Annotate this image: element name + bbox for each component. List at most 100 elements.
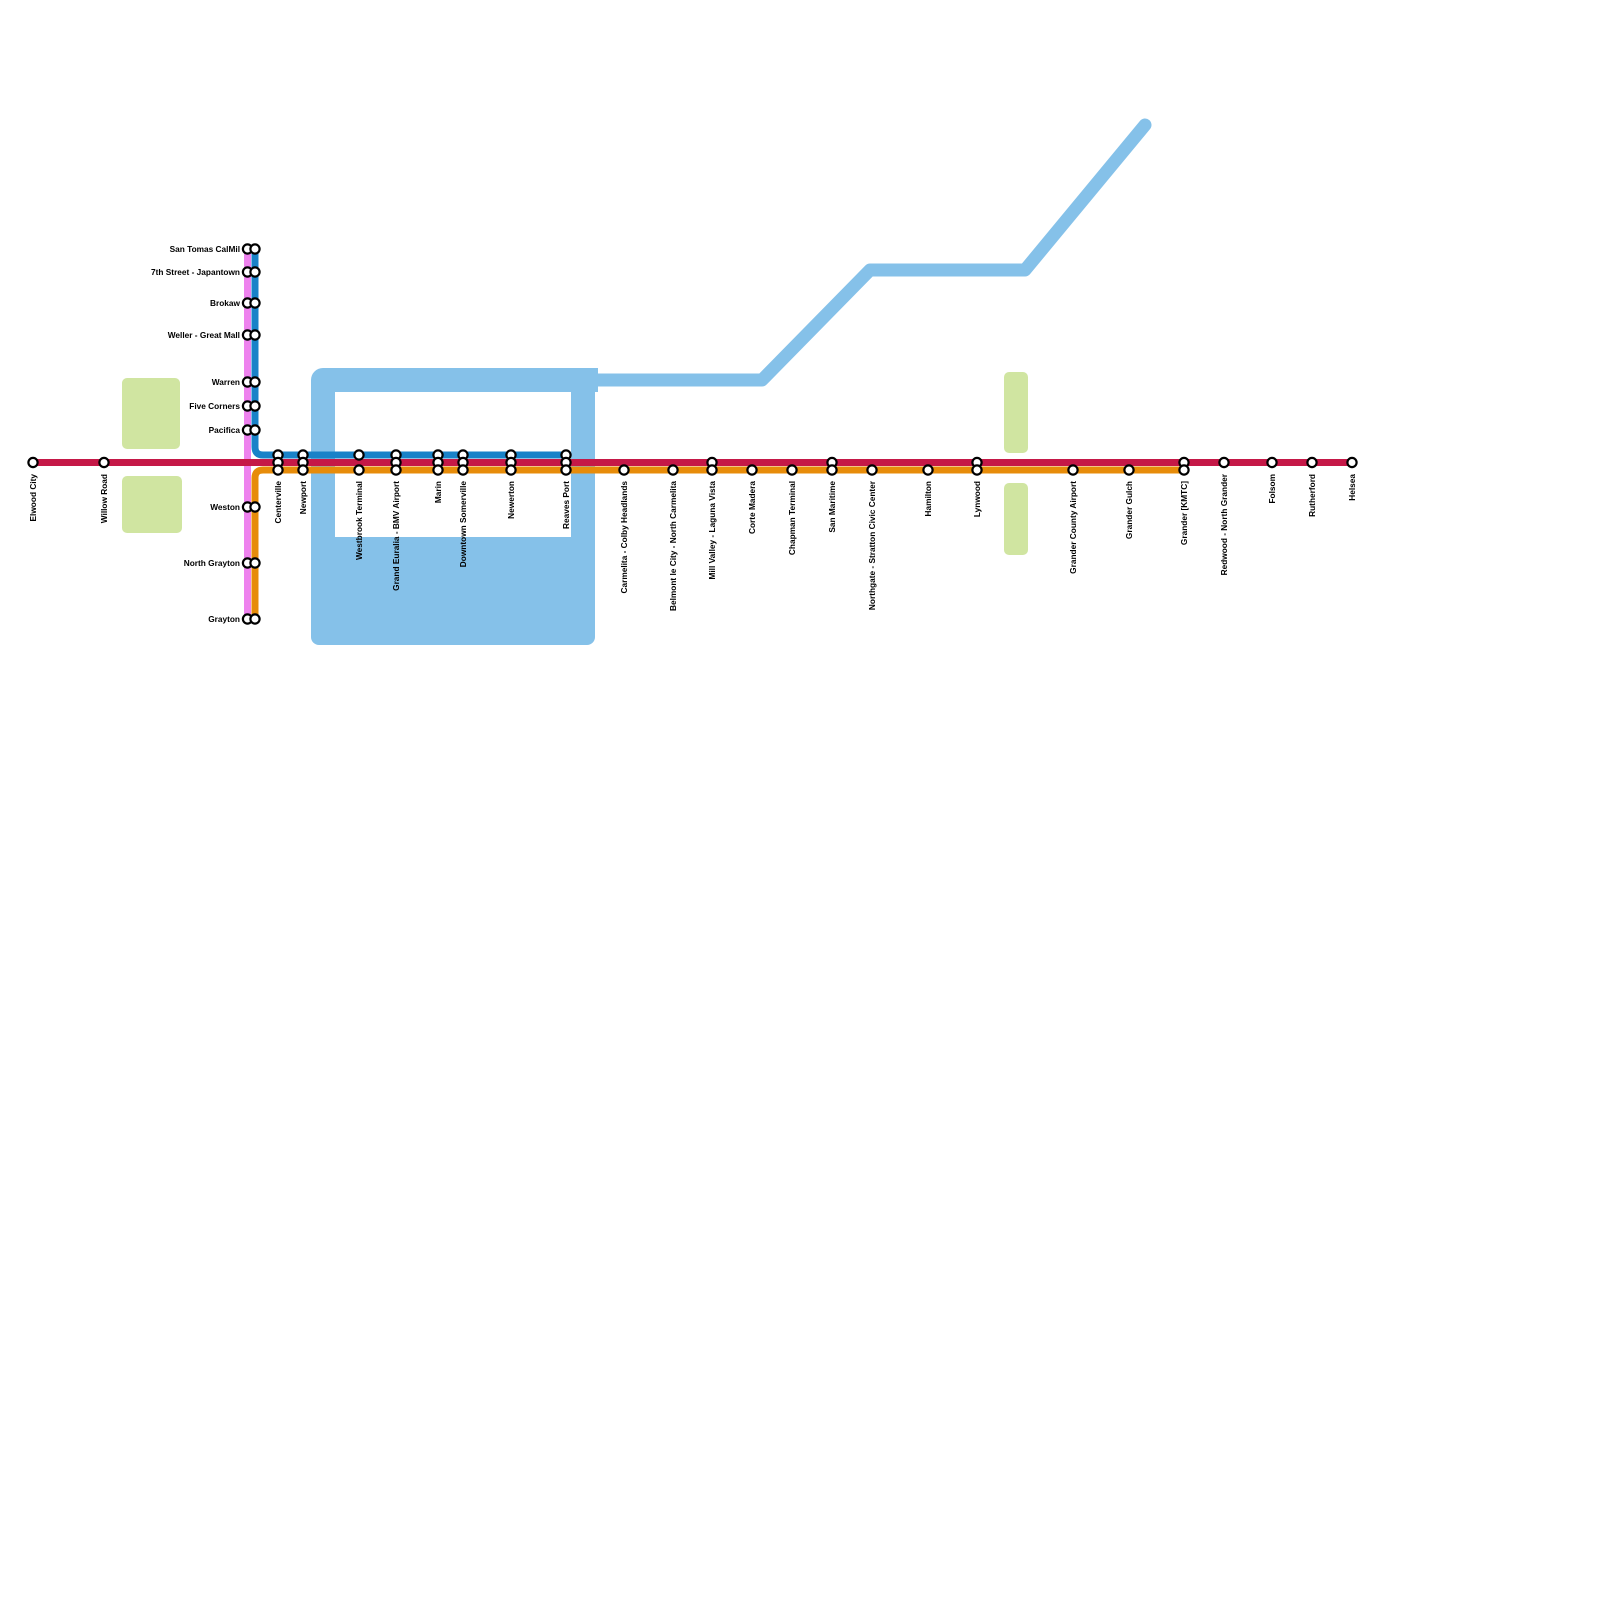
station-folsom — [1266, 456, 1278, 469]
station-grander-kmtc — [1178, 456, 1190, 476]
station-label-warren: Warren — [212, 377, 240, 387]
station-grand-euralia-bmv-airport — [390, 449, 402, 476]
station-marker — [249, 266, 261, 278]
station-label-hamilton: Hamilton — [923, 481, 933, 517]
station-elwood-city — [27, 456, 39, 469]
station-label-san-tomas-calmil: San Tomas CalMil — [170, 244, 240, 254]
station-label-redwood-north-grander: Redwood - North Grander — [1219, 473, 1229, 575]
station-label-north-grayton: North Grayton — [184, 558, 240, 568]
station-newport — [297, 449, 309, 476]
station-marker — [249, 501, 261, 513]
orange-line — [251, 466, 1184, 622]
station-marker — [746, 464, 758, 476]
station-marker — [27, 456, 39, 469]
station-label-weston: Weston — [210, 502, 240, 512]
station-mill-valley-laguna-vista — [706, 456, 718, 476]
station-label-mill-valley-laguna-vista: Mill Valley - Laguna Vista — [707, 481, 717, 580]
station-marker — [249, 400, 261, 412]
station-7th-street-japantown — [241, 266, 261, 278]
station-label-marin: Marin — [433, 481, 443, 503]
station-label-grand-euralia-bmv-airport: Grand Euralia - BMV Airport — [391, 481, 401, 591]
station-label-westbrook-terminal: Westbrook Terminal — [354, 481, 364, 560]
station-north-grayton — [241, 557, 261, 569]
station-helsea — [1346, 456, 1358, 469]
station-marker — [390, 464, 402, 476]
station-marin — [432, 449, 444, 476]
station-label-newport: Newport — [298, 481, 308, 514]
station-label-northgate-stratton-civic-center: Northgate - Stratton Civic Center — [867, 480, 877, 610]
station-marker — [249, 424, 261, 436]
station-marker — [971, 464, 983, 476]
park-area-1 — [122, 378, 180, 449]
station-marker — [505, 464, 517, 476]
station-label-downtown-somerville: Downtown Somerville — [458, 481, 468, 568]
station-marker — [667, 464, 679, 476]
station-label-reaves-port: Reaves Port — [561, 481, 571, 529]
station-label-newerton: Newerton — [506, 481, 516, 519]
station-label-7th-street-japantown: 7th Street - Japantown — [151, 267, 240, 277]
station-label-folsom: Folsom — [1267, 474, 1277, 504]
station-label-centerville: Centerville — [273, 481, 283, 524]
park-area-3 — [1004, 372, 1028, 453]
station-label-willow-road: Willow Road — [99, 474, 109, 523]
station-marker — [249, 557, 261, 569]
station-label-grayton: Grayton — [208, 614, 240, 624]
park-area-2 — [122, 476, 182, 533]
blue-line — [251, 246, 570, 459]
station-marker — [1123, 464, 1135, 476]
station-label-belmont-le-city-north-carmelita: Belmont le City - North Carmelita — [668, 481, 678, 611]
station-belmont-le-city-north-carmelita — [667, 464, 679, 476]
station-marker — [1218, 456, 1230, 469]
station-marker — [249, 376, 261, 388]
station-label-pacifica: Pacifica — [209, 425, 241, 435]
station-marker — [272, 464, 284, 476]
station-label-helsea: Helsea — [1347, 474, 1357, 501]
water-layer — [311, 118, 1152, 645]
station-marker — [1266, 456, 1278, 469]
station-label-brokaw: Brokaw — [210, 298, 241, 308]
station-five-corners — [241, 400, 261, 412]
station-brokaw — [241, 297, 261, 309]
station-chapman-terminal — [786, 464, 798, 476]
park-area-4 — [1004, 483, 1028, 555]
station-label-grander-gulch: Grander Gulch — [1124, 481, 1134, 539]
station-marker — [249, 613, 261, 625]
station-label-carmelita-colby-headlands: Carmelita - Colby Headlands — [619, 481, 629, 594]
station-san-tomas-calmil — [241, 243, 261, 255]
station-label-rutherford: Rutherford — [1307, 474, 1317, 517]
station-grander-county-airport — [1067, 464, 1079, 476]
station-warren — [241, 376, 261, 388]
station-redwood-north-grander — [1218, 456, 1230, 469]
station-marker — [98, 456, 110, 469]
station-lynwood — [971, 456, 983, 476]
station-marker — [353, 449, 365, 461]
parks-layer — [122, 372, 1028, 555]
station-marker — [826, 464, 838, 476]
station-marker — [922, 464, 934, 476]
station-marker — [432, 464, 444, 476]
station-grander-gulch — [1123, 464, 1135, 476]
station-marker — [1306, 456, 1318, 469]
labels-layer: San Tomas CalMil 7th Street - Japantown Br… — [28, 244, 1357, 624]
station-pacifica — [241, 424, 261, 436]
station-marker — [1067, 464, 1079, 476]
station-grayton — [241, 613, 261, 625]
station-marker — [249, 243, 261, 255]
station-marker — [457, 464, 469, 476]
station-marker — [618, 464, 630, 476]
station-carmelita-colby-headlands — [618, 464, 630, 476]
station-label-grander-kmtc: Grander [KMTC] — [1179, 481, 1189, 545]
station-willow-road — [98, 456, 110, 469]
station-marker — [866, 464, 878, 476]
station-label-lynwood: Lynwood — [972, 481, 982, 517]
station-san-maritime — [826, 456, 838, 476]
station-marker — [560, 464, 572, 476]
station-label-chapman-terminal: Chapman Terminal — [787, 481, 797, 555]
station-newerton — [505, 449, 517, 476]
station-weller-great-mall — [241, 329, 261, 341]
station-label-san-maritime: San Maritime — [827, 481, 837, 533]
station-marker — [1178, 464, 1190, 476]
station-label-elwood-city: Elwood City — [28, 474, 38, 522]
lake — [311, 537, 595, 645]
stations-layer — [27, 243, 1358, 625]
